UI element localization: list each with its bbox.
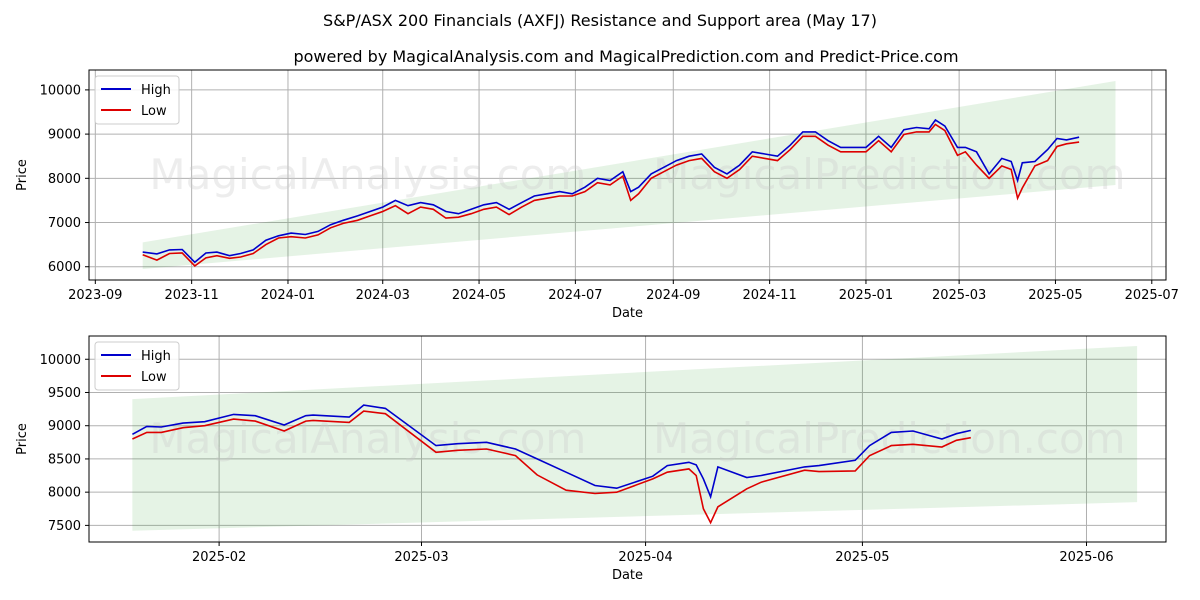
y-axis-label: Price [15,159,30,191]
x-tick-label: 2025-05 [835,550,889,565]
legend-label-high: High [141,349,171,364]
x-tick-label: 2025-03 [932,288,986,303]
x-tick-label: 2024-03 [356,288,410,303]
legend-label-low: Low [141,104,167,119]
watermark-text: MagicalAnalysis.com MagicalPrediction.co… [149,150,1125,199]
x-tick-label: 2024-01 [261,288,315,303]
x-tick-label: 2025-05 [1028,288,1082,303]
y-tick-label: 9000 [48,419,81,434]
axes-frame [88,335,1167,543]
x-tick-label: 2025-02 [192,550,246,565]
series-line-low [142,123,1080,267]
legend-label-low: Low [141,370,167,385]
y-axis-label: Price [15,423,30,455]
top-panel: MagicalAnalysis.com MagicalPrediction.co… [15,69,1179,321]
axes-frame [88,69,1167,281]
y-tick-label: 7500 [48,519,81,534]
y-tick-label: 10000 [40,83,81,98]
support-resistance-band [142,81,1116,269]
chart-title: S&P/ASX 200 Financials (AXFJ) Resistance… [323,11,877,30]
y-tick-label: 8000 [48,486,81,501]
y-tick-label: 8000 [48,172,81,187]
y-tick-label: 8500 [48,452,81,467]
x-tick-label: 2025-07 [1125,288,1179,303]
y-tick-label: 7000 [48,216,81,231]
legend-label-high: High [141,83,171,98]
y-tick-label: 10000 [40,353,81,368]
bottom-panel: MagicalAnalysis.com MagicalPrediction.co… [15,335,1167,583]
x-tick-label: 2024-07 [548,288,602,303]
x-axis-label: Date [612,568,643,583]
chart-subtitle: powered by MagicalAnalysis.com and Magic… [293,47,958,66]
series-line-low [132,410,971,525]
x-tick-label: 2024-05 [452,288,506,303]
series-line-high [132,404,971,500]
x-tick-label: 2025-06 [1059,550,1113,565]
x-tick-label: 2025-01 [839,288,893,303]
x-tick-label: 2024-09 [646,288,700,303]
x-tick-label: 2024-11 [742,288,796,303]
y-tick-label: 9500 [48,386,81,401]
x-tick-label: 2025-03 [394,550,448,565]
watermark-text: MagicalAnalysis.com MagicalPrediction.co… [149,414,1125,463]
x-tick-label: 2023-09 [68,288,122,303]
y-tick-label: 9000 [48,128,81,143]
series-line-high [142,118,1080,264]
x-tick-label: 2023-11 [164,288,218,303]
y-tick-label: 6000 [48,260,81,275]
x-axis-label: Date [612,306,643,321]
support-resistance-band [132,345,1138,531]
x-tick-label: 2025-04 [618,550,672,565]
